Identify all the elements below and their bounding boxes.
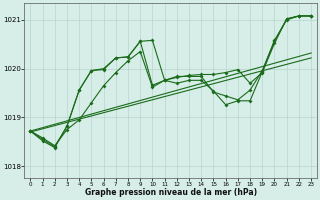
X-axis label: Graphe pression niveau de la mer (hPa): Graphe pression niveau de la mer (hPa) (85, 188, 257, 197)
